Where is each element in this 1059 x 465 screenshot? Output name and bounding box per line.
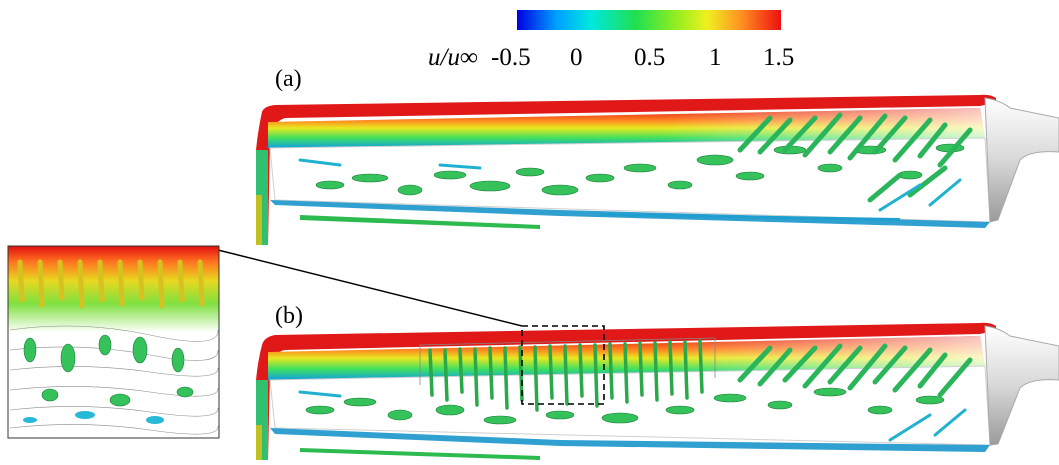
colorbar-tick: 0.5 [634,44,666,71]
colorbar-tick: -0.5 [491,44,531,71]
blade-panel-b [256,322,1059,460]
zoom-connector-line [217,249,523,327]
zoom-inset [7,245,220,439]
colorbar-tick: 1.5 [763,44,795,71]
panel-label-a: (a) [275,66,302,92]
colorbar-variable-label: u/u∞ [428,44,478,71]
panel-label-b: (b) [275,303,303,329]
zoom-box [521,325,605,405]
colorbar-tick: 1 [709,44,722,71]
colorbar [517,10,781,30]
colorbar-tick: 0 [570,44,583,71]
blade-panel-a [256,94,1059,245]
